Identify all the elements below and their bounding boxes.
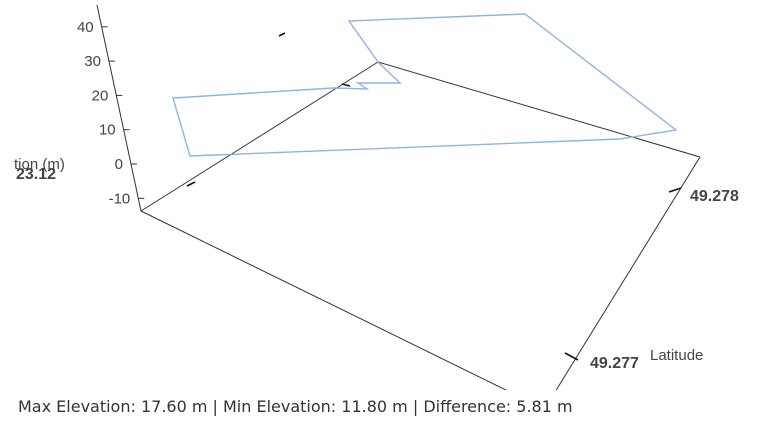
latitude-tick-label-49-277: 49.277 <box>590 355 639 372</box>
latitude-axis-title: Latitude <box>650 347 703 364</box>
elevation-tick-label: 10 <box>99 122 116 139</box>
elevation-tick-label: -10 <box>109 190 131 207</box>
box-edge-back-right <box>377 61 701 158</box>
stray-tick-mark <box>278 32 286 37</box>
elevation-summary: Max Elevation: 17.60 m | Min Elevation: … <box>18 397 573 416</box>
elevation-axis-title: tion (m) <box>14 156 65 173</box>
center-tick-mark <box>341 83 351 87</box>
elevation-3d-plot[interactable]: -10 0 10 20 30 40 tion (m) 23.12 49.278 49.27… <box>0 0 777 390</box>
box-edge-back-left <box>140 61 379 212</box>
latitude-tick-mark-49-278 <box>668 187 682 193</box>
plot-area[interactable]: -10 0 10 20 30 40 tion (m) 23.12 49.278 49.27… <box>0 0 777 390</box>
elevation-ticks: -10 0 10 20 30 40 <box>77 19 145 207</box>
latitude-tick-mark-49-277 <box>564 352 579 361</box>
track-path <box>172 13 678 157</box>
box-edge-front-right <box>555 156 701 390</box>
elevation-tick-label: 20 <box>92 87 109 104</box>
elevation-axis-line <box>96 4 142 212</box>
box-edge-front-left <box>140 210 508 390</box>
elevation-tick-label: 0 <box>115 156 123 173</box>
longitude-tick-label: 23.12 <box>16 166 56 183</box>
elevation-tick-label: 40 <box>77 19 94 36</box>
longitude-tick-mark <box>186 181 196 187</box>
elevation-tick-label: 30 <box>84 53 101 70</box>
latitude-tick-label-49-278: 49.278 <box>690 188 739 205</box>
